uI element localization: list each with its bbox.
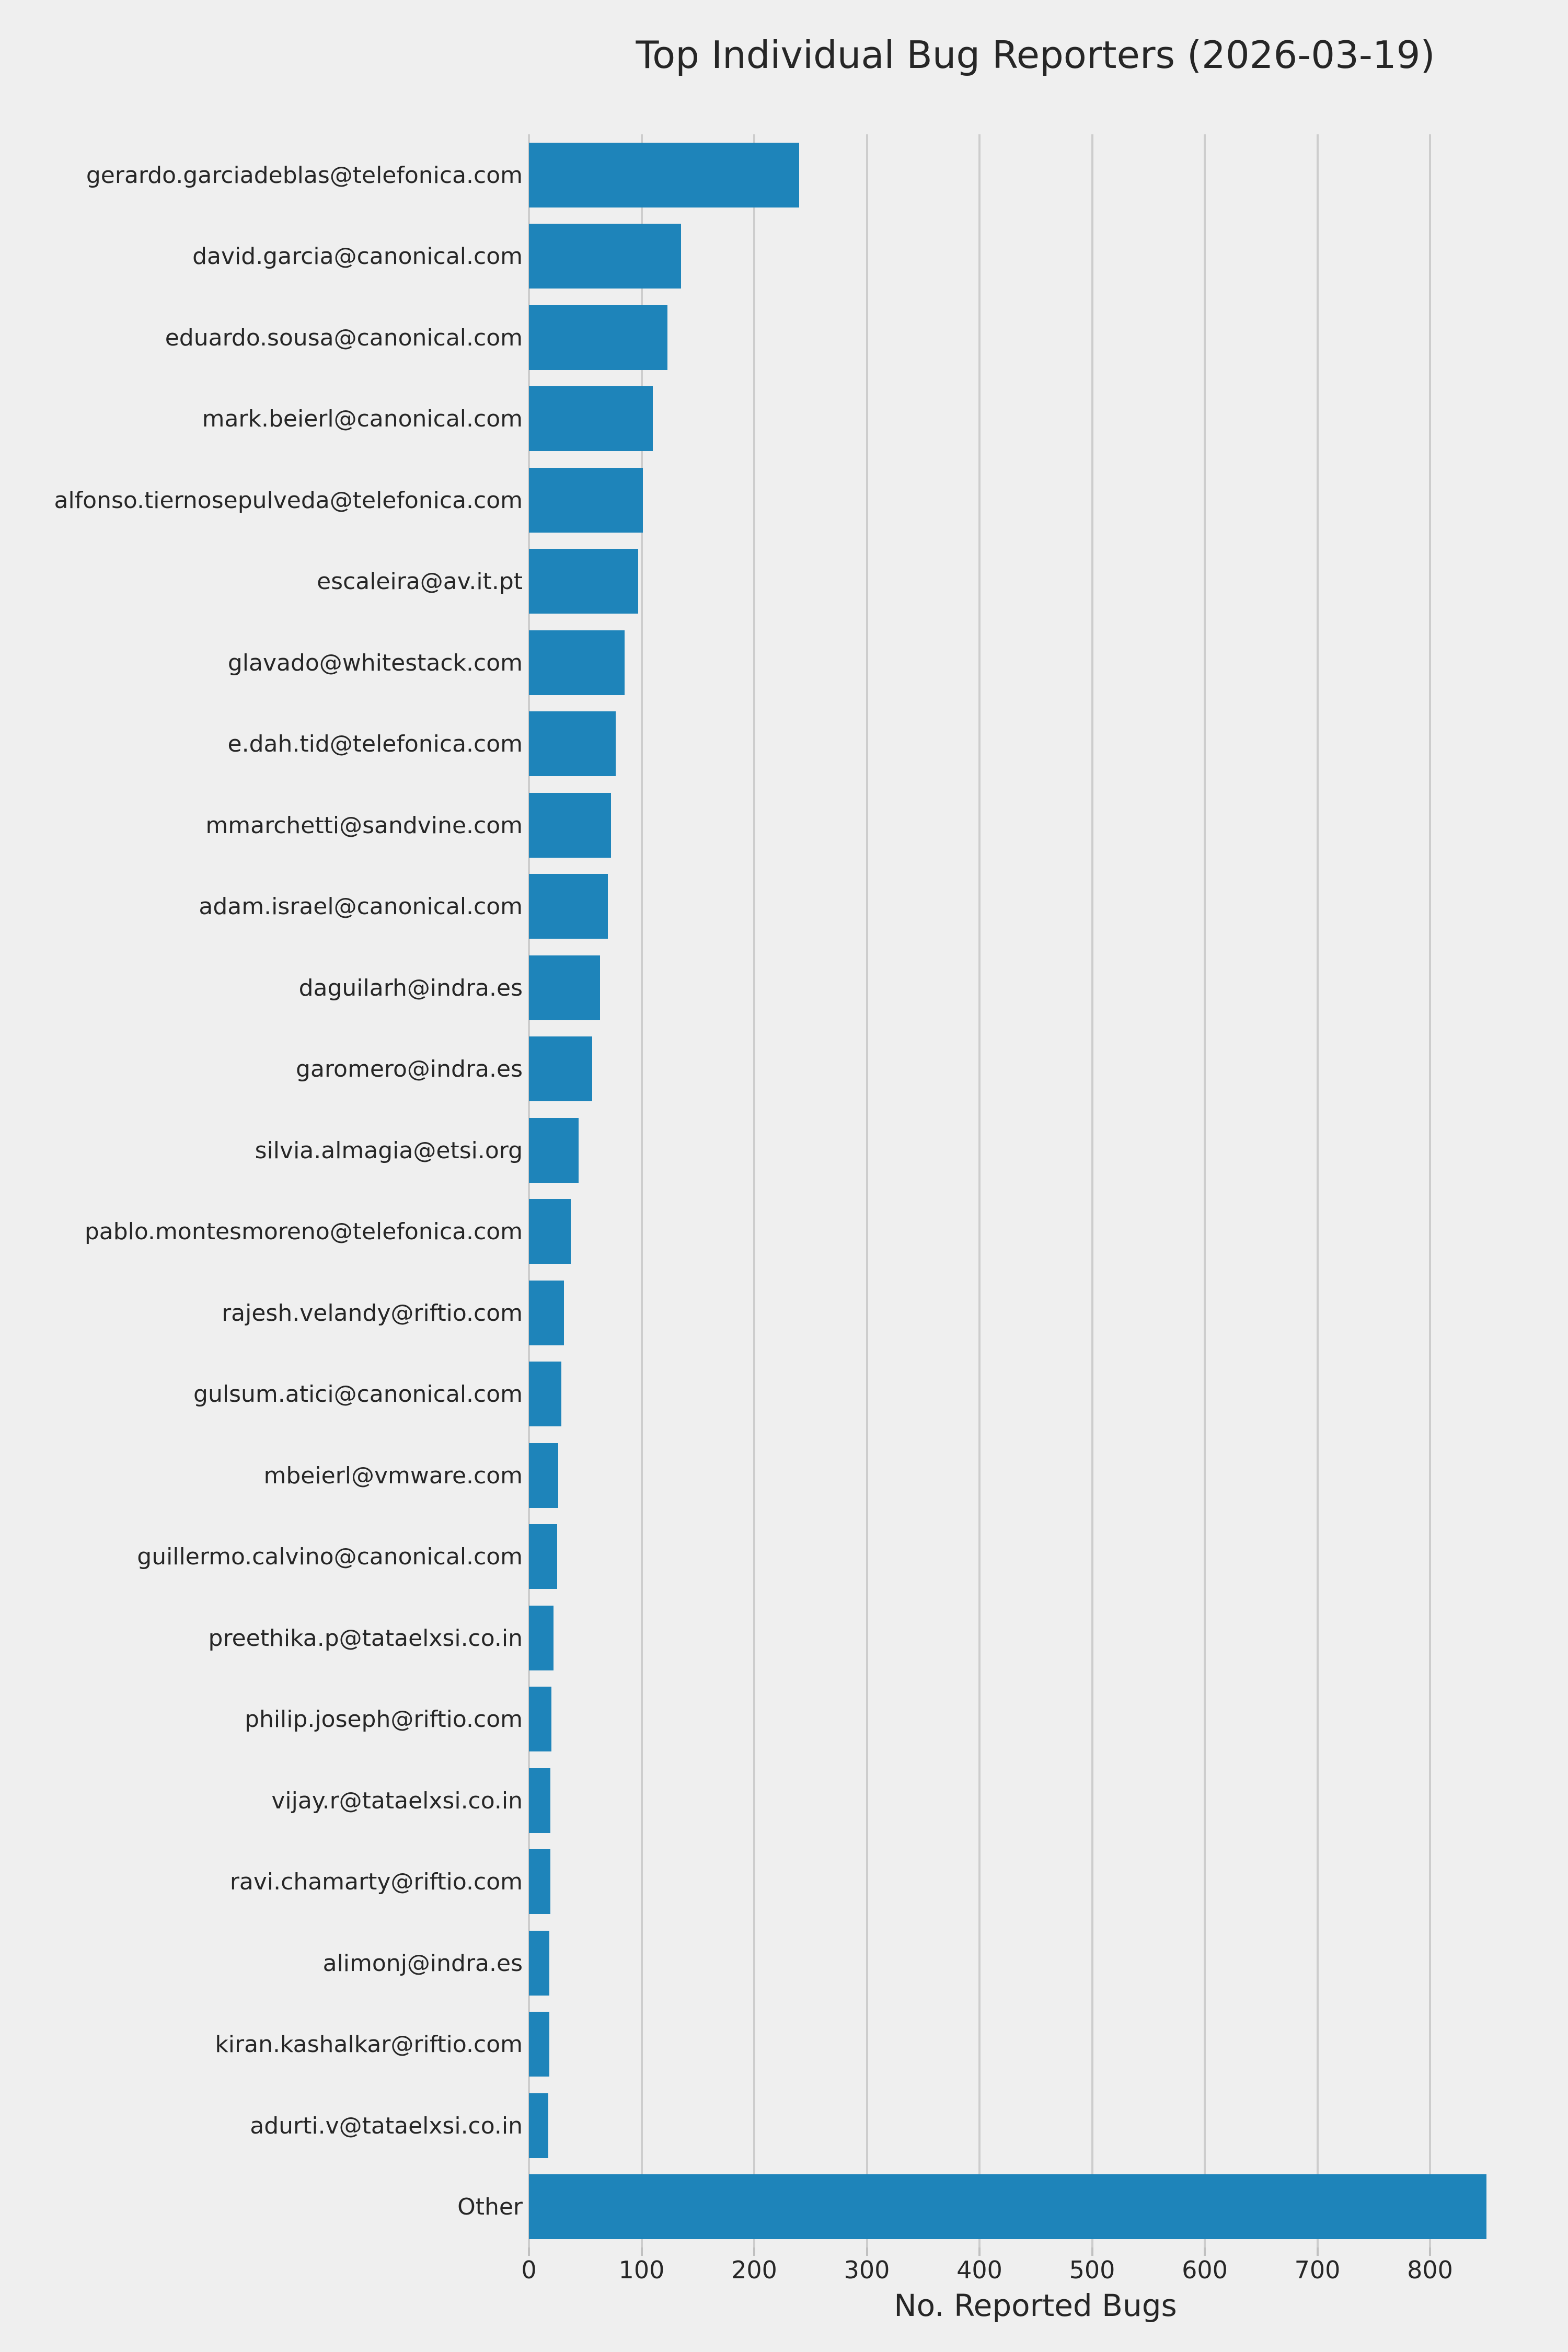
gridline [1429,134,1431,2247]
x-tick-mark [978,2247,981,2256]
x-tick-mark [1204,2247,1206,2256]
bar-reporter-18 [529,1605,554,1670]
bar-reporter-15 [529,1362,562,1427]
x-tick-mark [753,2247,755,2256]
gridline [753,134,755,2247]
y-tick-label: vijay.r@tataelxsi.co.in [271,1787,523,1814]
y-tick-label: david.garcia@canonical.com [192,243,523,270]
y-tick-label: kiran.kashalkar@riftio.com [215,2031,523,2058]
x-tick-label: 800 [1407,2256,1453,2284]
chart-title: Top Individual Bug Reporters (2026-03-19… [636,33,1435,77]
gridline [1204,134,1206,2247]
x-tick-label: 0 [521,2256,537,2284]
bar-reporter-21 [529,1849,550,1915]
y-tick-label: silvia.almagia@etsi.org [255,1137,523,1164]
bar-reporter-3 [529,386,653,452]
y-tick-label: guillermo.calvino@canonical.com [137,1543,523,1570]
x-tick-label: 200 [731,2256,777,2284]
y-tick-label: alfonso.tiernosepulveda@telefonica.com [54,487,523,514]
gridline [1316,134,1319,2247]
x-tick-label: 100 [618,2256,665,2284]
y-tick-label: mmarchetti@sandvine.com [205,812,523,839]
y-tick-label: mbeierl@vmware.com [263,1462,523,1489]
gridline [978,134,981,2247]
bar-reporter-1 [529,224,681,289]
y-tick-label: garomero@indra.es [296,1056,523,1082]
y-tick-label: gerardo.garciadeblas@telefonica.com [86,162,523,189]
bar-reporter-23 [529,2012,549,2077]
y-tick-label: mark.beierl@canonical.com [202,406,523,432]
bar-reporter-10 [529,955,600,1020]
bar-other [529,2174,1486,2240]
x-tick-mark [1316,2247,1319,2256]
y-tick-label: glavado@whitestack.com [227,649,523,676]
x-tick-mark [640,2247,643,2256]
y-tick-label: daguilarh@indra.es [298,974,523,1001]
y-tick-label: alimonj@indra.es [322,1950,523,1977]
gridline [866,134,868,2247]
x-tick-label: 700 [1294,2256,1341,2284]
bar-reporter-11 [529,1036,592,1102]
bar-reporter-8 [529,792,612,858]
x-tick-label: 500 [1069,2256,1115,2284]
y-tick-label: rajesh.velandy@riftio.com [222,1299,523,1327]
x-tick-label: 300 [844,2256,890,2284]
gridline [1091,134,1093,2247]
bar-reporter-6 [529,630,625,695]
bar-reporter-22 [529,1930,549,1996]
bar-reporter-12 [529,1117,579,1183]
bar-reporter-2 [529,305,668,370]
y-tick-label: philip.joseph@riftio.com [245,1706,523,1733]
bar-reporter-19 [529,1687,552,1752]
x-tick-label: 400 [956,2256,1002,2284]
x-tick-mark [1091,2247,1093,2256]
bar-reporter-20 [529,1768,550,1833]
bar-reporter-4 [529,467,643,533]
y-tick-label: e.dah.tid@telefonica.com [227,731,523,757]
y-tick-label: preethika.p@tataelxsi.co.in [208,1624,523,1652]
y-tick-label: eduardo.sousa@canonical.com [165,324,523,351]
x-tick-mark [1429,2247,1431,2256]
bar-reporter-14 [529,1280,564,1345]
bar-reporter-13 [529,1199,571,1264]
y-tick-label: Other [457,2194,523,2220]
gridline [640,134,643,2247]
y-tick-label: escaleira@av.it.pt [317,568,523,595]
bar-reporter-9 [529,874,608,939]
bar-reporter-24 [529,2093,548,2158]
x-tick-mark [528,2247,530,2256]
bar-reporter-7 [529,711,616,777]
x-tick-mark [866,2247,868,2256]
gridline [528,134,530,2247]
y-tick-label: adurti.v@tataelxsi.co.in [250,2112,523,2139]
y-tick-label: pablo.montesmoreno@telefonica.com [84,1218,523,1245]
x-tick-label: 600 [1182,2256,1228,2284]
bar-reporter-5 [529,549,639,614]
bar-reporter-0 [529,142,800,207]
bar-reporter-17 [529,1524,557,1589]
bar-reporter-16 [529,1443,559,1508]
y-tick-label: gulsum.atici@canonical.com [193,1381,523,1408]
y-tick-label: adam.israel@canonical.com [199,893,523,920]
y-tick-label: ravi.chamarty@riftio.com [229,1869,523,1895]
x-axis-label: No. Reported Bugs [894,2288,1177,2323]
